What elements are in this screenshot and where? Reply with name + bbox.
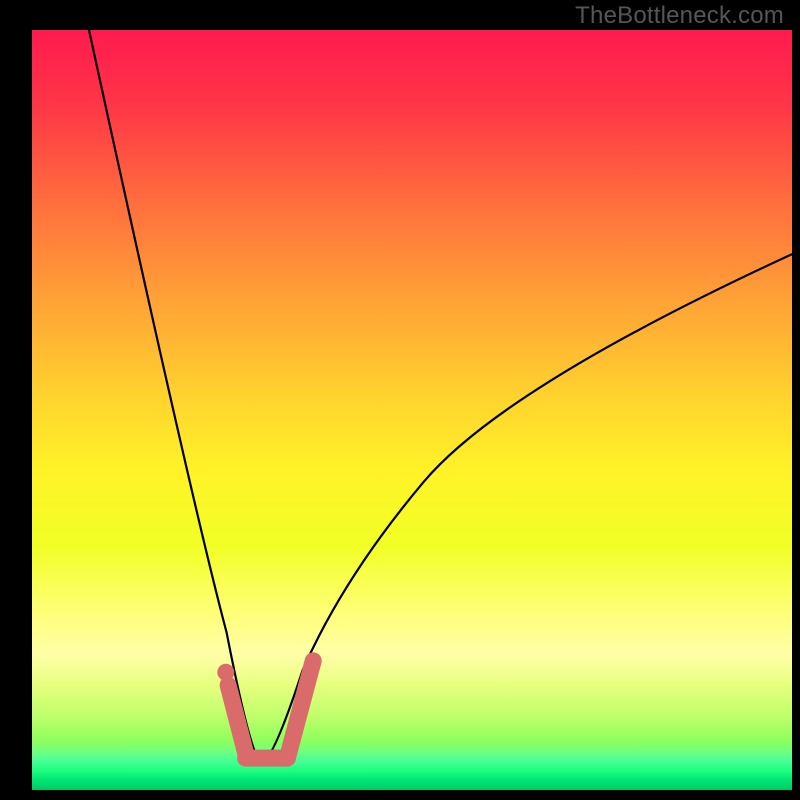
plot-area: [32, 30, 792, 790]
highlight-dot: [217, 664, 234, 681]
gradient-background: [32, 30, 792, 790]
chart-svg: [32, 30, 792, 790]
watermark-label: TheBottleneck.com: [575, 2, 784, 30]
